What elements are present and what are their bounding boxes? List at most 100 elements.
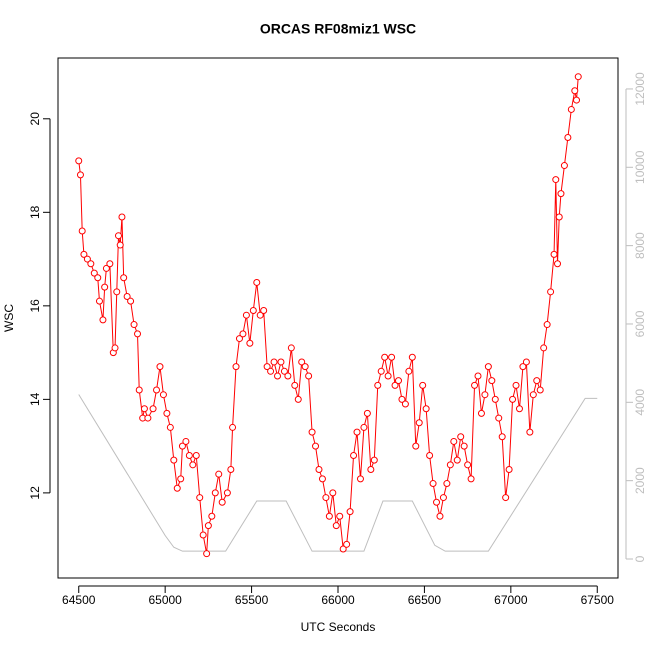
data-point [83,255,91,263]
data-point [189,461,197,469]
data-point [204,522,212,530]
data-point [263,363,271,371]
data-point [196,494,204,502]
data-point [211,489,219,497]
data-point [343,540,351,548]
data-point [178,442,186,450]
x-tick-label: 64500 [62,593,96,607]
y-axis-title: WSC [2,304,16,332]
data-point [515,405,523,413]
data-point [384,372,392,380]
data-point [495,414,503,422]
data-point [260,307,268,315]
data-point [571,87,579,95]
data-point [101,283,109,291]
data-point [329,489,337,497]
data-point [153,386,161,394]
data-point [270,358,278,366]
data-point [356,475,364,483]
data-point [229,423,237,431]
data-point [336,512,344,520]
data-point [560,162,568,170]
data-point [246,339,254,347]
data-point [116,241,124,249]
data-point [144,414,152,422]
data-point [253,278,261,286]
data-point [467,475,475,483]
data-point [95,297,103,305]
data-point [471,381,479,389]
data-point [519,363,527,371]
data-point [111,344,119,352]
y-tick-label: 18 [28,205,42,219]
data-point [557,190,565,198]
series-line [78,394,598,552]
data-point [135,386,143,394]
data-point [113,288,121,296]
x-tick-label: 66500 [408,593,442,607]
data-point [457,433,465,441]
data-point [267,367,275,375]
data-point [526,428,534,436]
data-point [505,466,513,474]
data-point [332,522,340,530]
data-point [215,470,223,478]
data-point [481,391,489,399]
data-point [134,330,142,338]
data-point [118,213,126,221]
data-point [484,363,492,371]
data-point [203,550,211,558]
data-point [208,512,216,520]
y2-tick-label: 8000 [633,232,647,259]
data-point [374,381,382,389]
data-point [218,498,226,506]
data-point [429,480,437,488]
data-point [477,409,485,417]
data-point [149,405,157,413]
chart-title: ORCAS RF08miz1 WSC [260,21,416,37]
data-point [75,157,83,165]
data-point [552,176,560,184]
data-point [367,466,375,474]
data-point [284,372,292,380]
data-point [522,358,530,366]
x-axis-title: UTC Seconds [301,620,376,634]
x-tick-label: 65000 [148,593,182,607]
data-point [239,330,247,338]
x-tick-label: 65500 [235,593,269,607]
data-point [159,391,167,399]
data-point [106,260,114,268]
data-point [543,321,551,329]
data-point [94,274,102,282]
x-tick-label: 66000 [321,593,355,607]
y2-tick-label: 2000 [633,467,647,494]
data-point [360,423,368,431]
data-point [550,250,558,258]
data-point [199,531,207,539]
data-point [277,358,285,366]
y2-tick-label: 10000 [633,150,647,184]
data-point [398,395,406,403]
data-point [291,381,299,389]
data-point [415,419,423,427]
y2-tick-label: 0 [633,555,647,562]
y2-tick-label: 12000 [633,72,647,106]
data-point [453,456,461,464]
data-point [363,409,371,417]
data-point [78,227,86,235]
data-point [498,433,506,441]
data-point [412,442,420,450]
data-point [401,400,409,408]
data-point [120,274,128,282]
data-point [419,381,427,389]
data-point [114,232,122,240]
data-point [554,260,562,268]
data-point [346,508,354,516]
data-point [90,269,98,277]
data-point [287,344,295,352]
y2-tick-label: 6000 [633,310,647,337]
data-point [426,451,434,459]
data-point [574,73,582,81]
